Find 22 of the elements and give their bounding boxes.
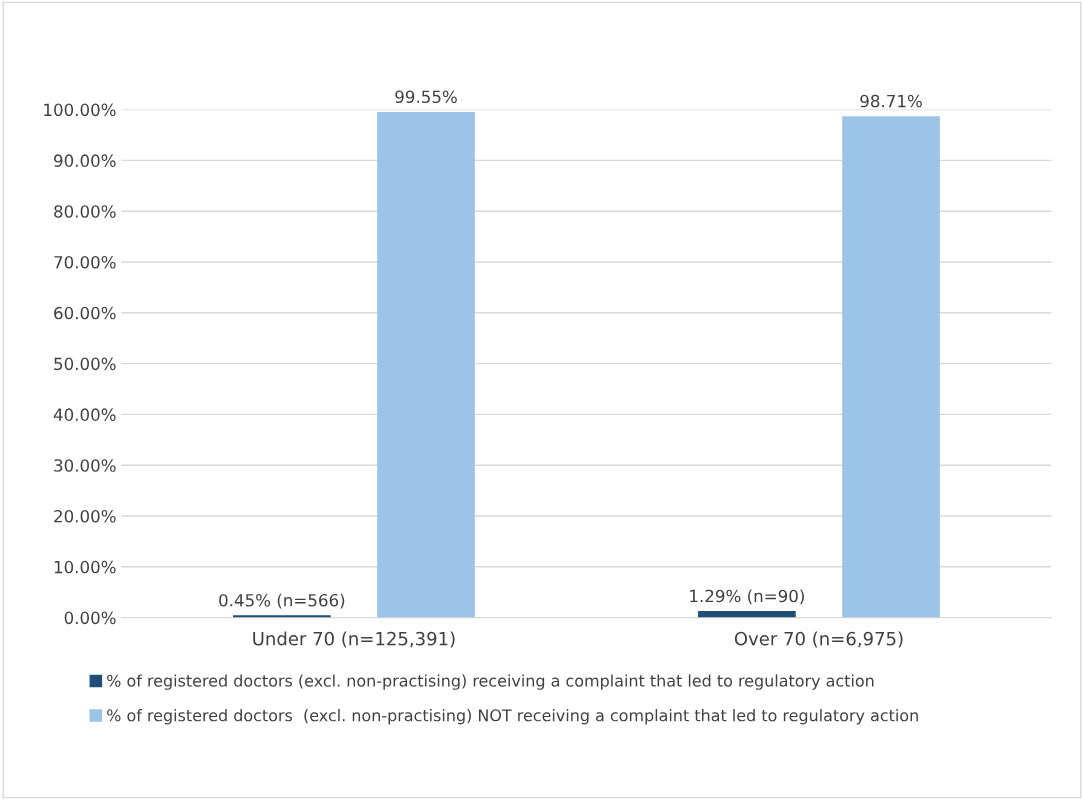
data-label: 1.29% (n=90) <box>690 589 804 605</box>
bar <box>698 611 796 618</box>
y-tick-label: 90.00% <box>54 154 116 167</box>
y-tick-label: 40.00% <box>53 408 116 421</box>
y-tick-label: 20.00% <box>54 509 116 523</box>
legend-label: % of registered doctors (excl. non-practising) NOT receiving a complaint that led to regulatory action <box>107 709 918 725</box>
y-tick-label: 0.00% <box>64 611 116 625</box>
data-label: 98.71% <box>860 94 922 108</box>
y-tick-label: 70.00% <box>54 255 116 269</box>
data-label: 99.55% <box>395 90 457 104</box>
legend-label: % of registered doctors (excl. non-practising) receiving a complaint that led to regulatory action <box>107 674 874 690</box>
y-tick-label: 30.00% <box>54 459 116 472</box>
bar <box>842 116 940 618</box>
y-tick-label: 10.00% <box>54 560 116 574</box>
y-tick-label: 50.00% <box>54 357 116 371</box>
data-label: 0.45% (n=566) <box>219 593 345 609</box>
x-tick-label: Under 70 (n=125,391) <box>253 631 455 648</box>
y-tick-label: 100.00% <box>44 103 116 117</box>
y-tick-label: 60.00% <box>54 306 116 320</box>
y-tick-label: 80.00% <box>54 205 116 218</box>
x-tick-label: Over 70 (n=6,975) <box>734 631 903 648</box>
bar <box>377 111 475 618</box>
